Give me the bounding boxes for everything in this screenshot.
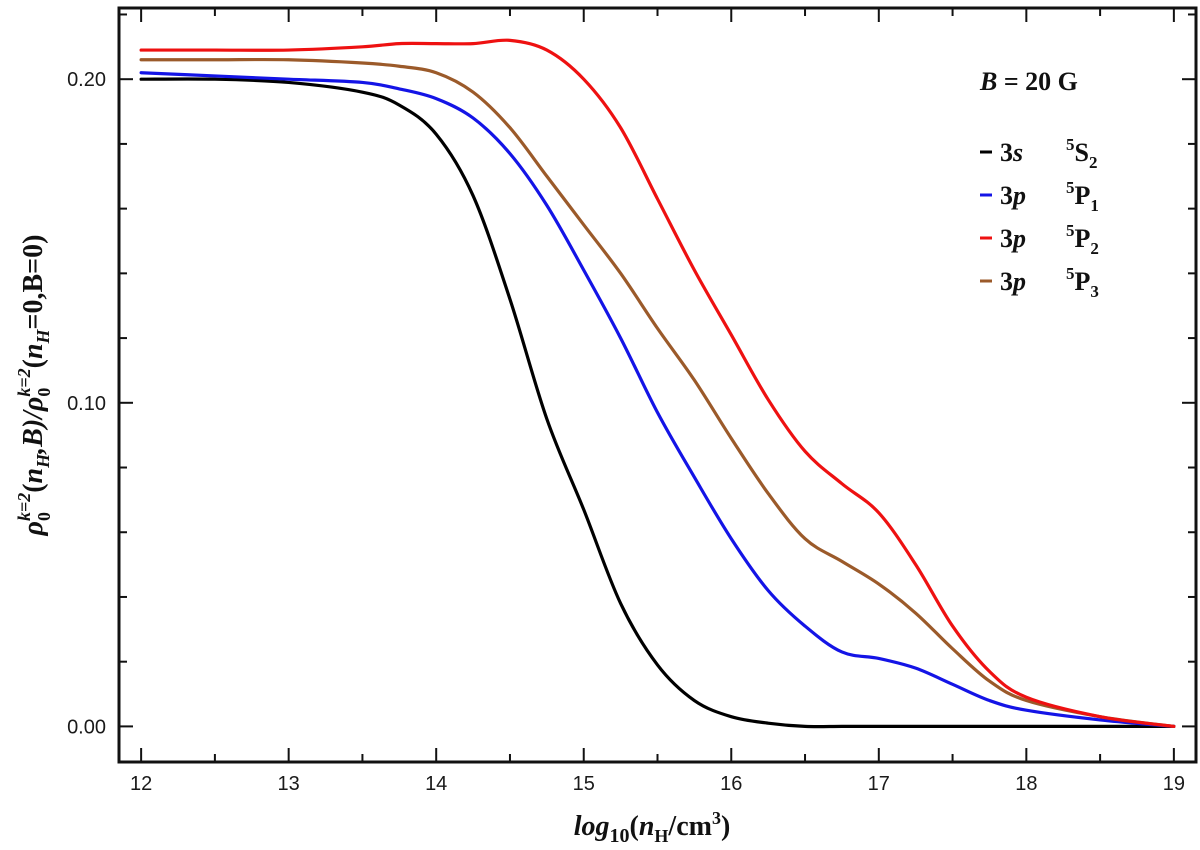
y-tick-label: 0.20 [67,69,106,91]
y-title-rho: ρ [18,521,49,536]
legend-term: P [1075,224,1091,253]
legend-config: 3 [1000,138,1013,167]
legend-term: P [1075,267,1091,296]
legend-term: S [1075,138,1089,167]
x-axis-title: log10(nH/cm3) [574,808,731,847]
y-title-den-rho-sub: 0 [34,388,54,397]
y-title-rho-sub: 0 [34,512,54,521]
x-tick-label: 19 [1163,773,1185,795]
legend-config: 3 [1000,224,1013,253]
legend-term-sup: 5 [1066,264,1075,283]
x-tick-label: 12 [130,773,152,795]
legend-config-orbital: p [1011,224,1026,253]
x-title-log-sub: 10 [610,825,630,847]
x-title-close: ) [721,811,730,842]
y-title-den-rho: ρ [18,397,49,412]
legend-label: 3p 5P1 [1000,178,1099,215]
x-tick-label: 13 [278,773,300,795]
series-line [139,77,1176,729]
legend-item: 3s 5S2 [980,135,1097,172]
axis-ticks [119,8,1196,762]
legend-label: 3p 5P2 [1000,221,1099,258]
legend-term-sup: 5 [1066,135,1075,154]
series-line [139,57,1176,728]
y-title-n: n [18,468,49,484]
legend-config: 3 [1000,267,1013,296]
legend-config: 3 [1000,181,1013,210]
annotation-b: B [979,67,997,96]
legend-config-orbital: p [1011,267,1026,296]
x-tick-label: 15 [573,773,595,795]
tick-labels: 12 13 14 15 16 17 18 190.000.100.20 [67,69,1185,795]
x-tick-label: 14 [425,773,447,795]
y-title-open: ( [18,483,49,492]
legend-label: 3s 5S2 [1000,135,1097,172]
legend-label: 3p 5P3 [1000,264,1099,301]
y-tick-label: 0.10 [67,393,106,415]
x-tick-label: 17 [868,773,890,795]
legend-item: 3p 5P2 [980,221,1099,258]
y-tick-label: 0.00 [67,716,106,738]
legend-config-orbital: s [1012,138,1023,167]
y-title-den-n-sub: H [33,328,53,344]
y-title-den-n: n [18,343,49,359]
x-tick-label: 18 [1015,773,1037,795]
y-title-den-rho-sup: k=2 [14,368,34,396]
legend-term-sub: 2 [1090,239,1099,258]
series-line [139,38,1176,728]
legend-term-sup: 5 [1066,178,1075,197]
x-title-n-sub: H [654,826,668,846]
legend: 3s 5S2 3p 5P1 3p 5P2 3p 5P3 [980,135,1099,301]
legend-item: 3p 5P3 [980,264,1099,301]
x-title-open: ( [630,811,639,842]
series-line [139,71,1176,728]
annotation-value: = 20 G [997,67,1078,96]
legend-config-orbital: p [1011,181,1026,210]
y-title-rho-sup: k=2 [14,493,34,521]
x-title-n: n [639,811,655,842]
legend-term: P [1075,181,1091,210]
legend-term-sub: 1 [1090,196,1099,215]
legend-term-sub: 2 [1089,153,1098,172]
legend-term-sup: 5 [1066,221,1075,240]
field-annotation: B = 20 G [979,67,1078,96]
x-title-unit-sup: 3 [712,808,721,828]
y-title-n-sub: H [33,453,53,469]
y-title-den-rest: =0,B=0) [18,235,49,330]
plot-frame [117,6,1198,764]
y-title-den-open: ( [18,359,49,368]
legend-term-sub: 3 [1090,282,1099,301]
x-title-log: log [574,811,610,842]
series-layer [139,38,1176,729]
legend-item: 3p 5P1 [980,178,1099,215]
y-axis-title: ρ0k=2(nH,B)/ρ0k=2(nH=0,B=0) [14,235,54,537]
x-title-unit: /cm [667,811,712,842]
y-title-num-rest: ,B)/ [18,409,49,455]
x-tick-label: 16 [720,773,742,795]
